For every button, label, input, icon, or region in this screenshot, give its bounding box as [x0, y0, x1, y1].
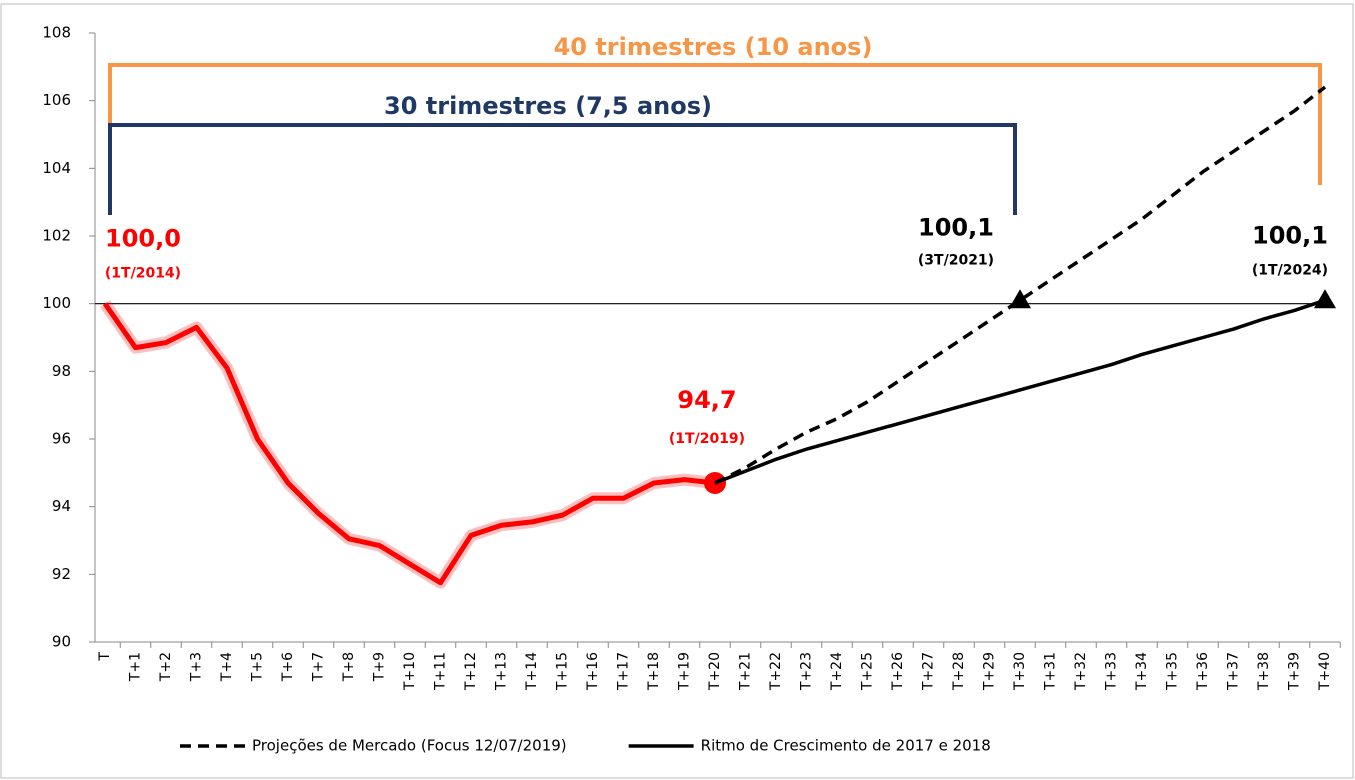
- series-line: [714, 298, 1326, 485]
- y-tick-label: 100: [42, 294, 71, 312]
- series-line: [102, 302, 716, 586]
- y-tick-label: 98: [52, 362, 71, 380]
- y-tick-label: 92: [52, 565, 71, 583]
- x-tick-label: T+18: [646, 652, 662, 691]
- x-tick-label: T+12: [463, 652, 479, 691]
- x-tick-label: T+22: [768, 652, 784, 691]
- x-tick-label: T+14: [524, 652, 540, 691]
- value-label: 100,1: [1252, 221, 1328, 249]
- y-tick-label: 96: [52, 430, 71, 448]
- x-tick-label: T+19: [677, 652, 693, 691]
- x-tick-label: T+32: [1073, 652, 1089, 691]
- y-tick-label: 102: [42, 227, 71, 245]
- x-tick-label: T+26: [890, 652, 906, 691]
- x-tick-label: T+9: [372, 652, 388, 682]
- y-tick-label: 90: [52, 633, 71, 651]
- x-tick-label: T+7: [311, 652, 327, 682]
- point-marker: [1009, 289, 1031, 309]
- x-tick-label: T+3: [189, 652, 205, 682]
- x-tick-label: T+28: [951, 652, 967, 691]
- value-label: 94,7: [677, 386, 736, 414]
- x-tick-label: T+37: [1226, 652, 1242, 691]
- x-tick-label: T+24: [829, 652, 845, 691]
- label-note: (1T/2019): [669, 431, 745, 447]
- label-note: (1T/2024): [1252, 262, 1328, 278]
- value-label: 100,0: [105, 225, 181, 253]
- bracket: [108, 123, 1017, 215]
- x-tick-label: T+31: [1043, 652, 1059, 691]
- x-tick-label: T+33: [1104, 652, 1120, 691]
- x-tick-label: T+13: [494, 652, 510, 691]
- x-tick-label: T+36: [1195, 652, 1211, 691]
- x-tick-label: T+10: [402, 652, 418, 691]
- y-tick-label: 106: [42, 91, 71, 109]
- series-line: [714, 85, 1327, 485]
- x-tick-label: T+15: [555, 652, 571, 691]
- bracket-label: 40 trimestres (10 anos): [554, 33, 873, 61]
- x-tick-label: T+39: [1287, 652, 1303, 691]
- y-tick-label: 104: [42, 159, 71, 177]
- x-tick-label: T+27: [921, 652, 937, 691]
- x-tick-label: T+34: [1134, 652, 1150, 691]
- x-tick-label: T+35: [1165, 652, 1181, 691]
- x-tick-label: T+6: [280, 652, 296, 682]
- x-tick-label: T+11: [433, 652, 449, 691]
- point-marker: [1314, 289, 1336, 309]
- x-tick-label: T+23: [799, 652, 815, 691]
- x-tick-label: T+38: [1256, 652, 1272, 691]
- legend-label: Projeções de Mercado (Focus 12/07/2019): [252, 737, 567, 755]
- series-glow: [100, 300, 716, 589]
- x-tick-label: T+1: [128, 652, 144, 682]
- x-tick-label: T+16: [585, 652, 601, 691]
- x-tick-label: T+21: [738, 652, 754, 691]
- bracket: [108, 63, 1322, 185]
- x-tick-label: T+25: [860, 652, 876, 691]
- x-tick-label: T+8: [341, 652, 357, 682]
- x-tick-label: T+4: [219, 652, 235, 682]
- x-tick-label: T+17: [616, 652, 632, 691]
- x-tick-label: T+40: [1317, 652, 1333, 691]
- bracket-label: 30 trimestres (7,5 anos): [384, 92, 712, 120]
- frame: [0, 3, 1354, 779]
- x-tick-label: T+2: [158, 652, 174, 682]
- x-tick-label: T+5: [250, 652, 266, 682]
- x-tick-label: T+29: [982, 652, 998, 691]
- legend-label: Ritmo de Crescimento de 2017 e 2018: [701, 737, 991, 755]
- y-tick-label: 94: [52, 497, 71, 515]
- x-tick-label: T+30: [1012, 652, 1028, 691]
- y-tick-label: 108: [42, 24, 71, 42]
- x-tick-label: T+20: [707, 652, 723, 691]
- x-tick-label: T: [97, 652, 113, 662]
- label-note: (3T/2021): [918, 252, 994, 268]
- label-note: (1T/2014): [105, 266, 181, 282]
- value-label: 100,1: [918, 213, 994, 241]
